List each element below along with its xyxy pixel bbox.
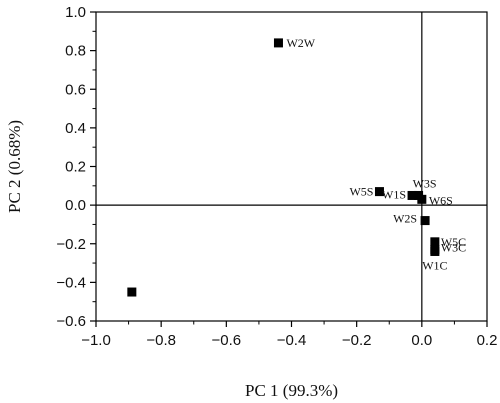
data-point-w2w	[273, 38, 283, 48]
ticks: −1.0 −0.8 −0.6 −0.4 −0.2 0.0 0.2 −0.6 −0.4 −0.2 0.…	[56, 4, 497, 349]
data-points	[127, 38, 440, 297]
point-label-w3c: W3C	[441, 241, 466, 255]
x-tick-label: −1.0	[81, 332, 111, 349]
axes	[95, 11, 488, 322]
point-label-w2w: W2W	[286, 36, 315, 50]
x-axis-label: PC 1 (99.3%)	[245, 381, 338, 400]
plot-frame	[95, 11, 488, 322]
y-tick-label: 0.4	[65, 120, 86, 137]
y-tick-label: 0.8	[65, 43, 86, 60]
point-label-w1s: W1S	[382, 187, 406, 201]
data-point	[127, 287, 137, 297]
y-axis-label: PC 2 (0.68%)	[5, 120, 24, 213]
y-tick-label: −0.4	[56, 274, 86, 291]
data-point-w1s	[407, 190, 417, 200]
point-label-w5s: W5S	[349, 185, 373, 199]
y-tick-label: 1.0	[65, 4, 86, 21]
x-tick-label: −0.4	[277, 332, 307, 349]
y-tick-label: 0.2	[65, 159, 86, 176]
point-label-w1c: W1C	[422, 258, 447, 272]
y-tick-label: 0.0	[65, 197, 86, 214]
y-tick-label: −0.2	[56, 236, 86, 253]
point-label-w3s: W3S	[413, 176, 437, 190]
data-point-w5c	[430, 237, 440, 247]
y-tick-label: 0.6	[65, 81, 86, 98]
y-tick-label: −0.6	[56, 313, 86, 330]
point-label-w6s: W6S	[429, 193, 453, 207]
x-tick-label: 0.2	[477, 332, 498, 349]
x-tick-label: −0.6	[212, 332, 242, 349]
data-point-w1c	[430, 246, 440, 256]
x-tick-label: −0.2	[342, 332, 372, 349]
reference-lines	[96, 12, 487, 321]
point-label-w5c: W5C	[441, 235, 466, 249]
data-point-w5s	[374, 187, 384, 197]
data-point-w2s	[420, 216, 430, 226]
data-point-w6s	[417, 194, 427, 204]
x-tick-label: −0.8	[146, 332, 176, 349]
point-label-w2s: W2S	[393, 212, 417, 226]
x-tick-label: 0.0	[411, 332, 432, 349]
